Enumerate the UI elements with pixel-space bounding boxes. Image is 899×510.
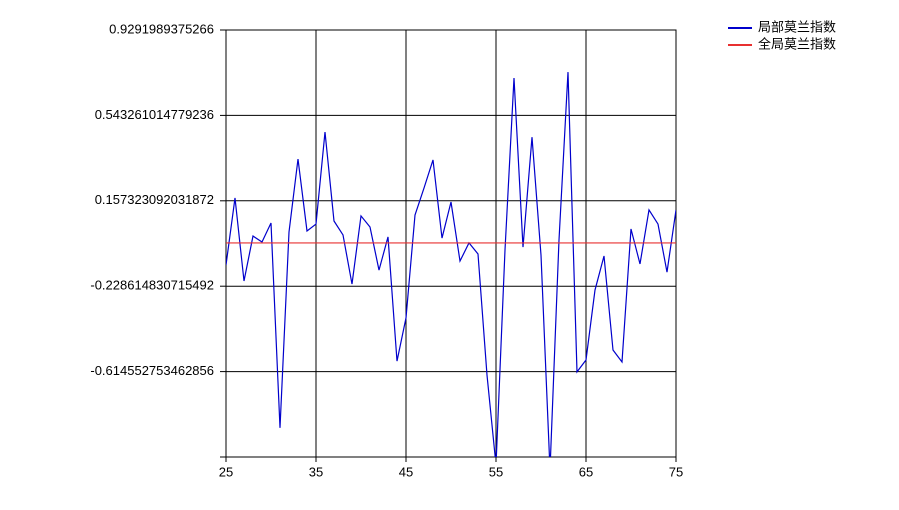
x-tick-label: 45 bbox=[399, 464, 413, 479]
legend-label: 局部莫兰指数 bbox=[758, 19, 836, 34]
x-tick-label: 25 bbox=[219, 464, 233, 479]
x-tick-label: 75 bbox=[669, 464, 683, 479]
series-line bbox=[226, 72, 676, 457]
y-tick-label: 0.157323092031872 bbox=[95, 192, 214, 207]
x-tick-label: 35 bbox=[309, 464, 323, 479]
y-tick-label: -0.614552753462856 bbox=[90, 363, 214, 378]
plot-lines bbox=[226, 72, 676, 457]
legend-label: 全局莫兰指数 bbox=[758, 36, 836, 51]
x-tick-label: 55 bbox=[489, 464, 503, 479]
x-tick-label: 65 bbox=[579, 464, 593, 479]
y-tick-label: -0.228614830715492 bbox=[90, 278, 214, 293]
y-tick-label: 0.9291989375266 bbox=[109, 21, 214, 36]
y-tick-label: 0.543261014779236 bbox=[95, 107, 214, 122]
